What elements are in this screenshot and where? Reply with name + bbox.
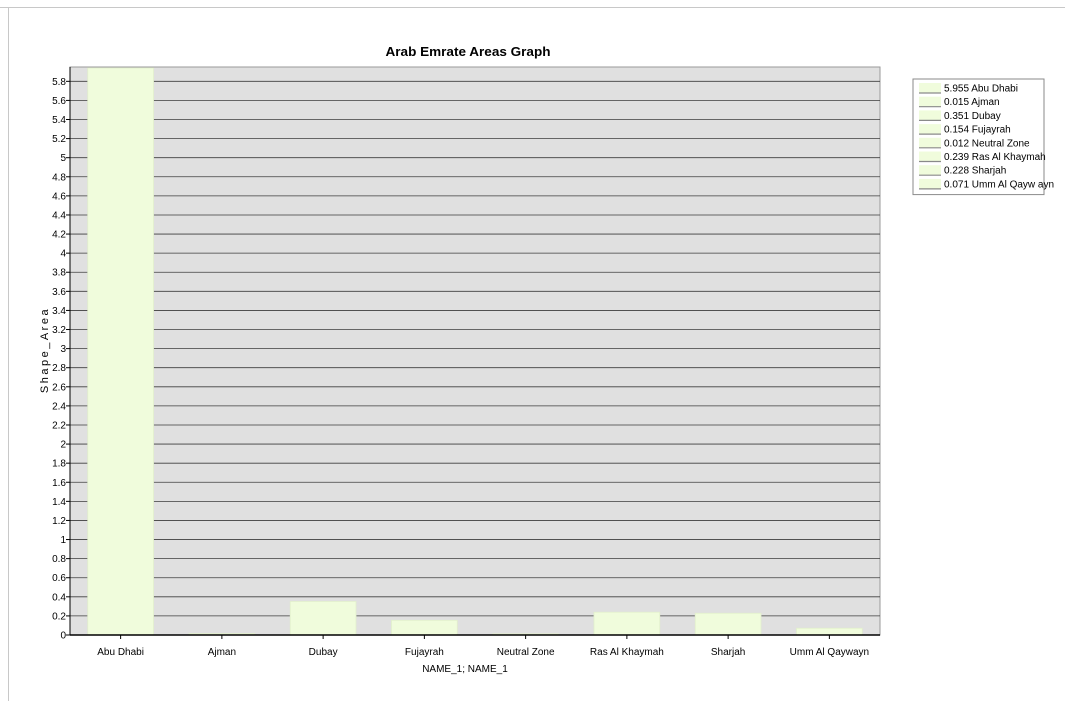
y-tick-label: 2.8 (52, 363, 66, 374)
y-axis-label: Shape_Area (39, 307, 51, 393)
y-tick-label: 0.6 (52, 573, 66, 584)
y-tick-label: 2 (60, 440, 66, 451)
y-tick-label: 4.2 (52, 230, 66, 241)
legend-entry-label: 0.228 Sharjah (944, 166, 1006, 177)
legend-swatch (919, 178, 941, 189)
y-tick-label: 5.6 (52, 96, 66, 107)
plot-area (69, 66, 881, 636)
x-axis-label: NAME_1; NAME_1 (422, 664, 508, 675)
y-tick-label: 3.8 (52, 268, 66, 279)
legend-entry-label: 0.239 Ras Al Khaymah (944, 152, 1046, 163)
x-tick-label: Ras Al Khaymah (590, 647, 664, 658)
legend-swatch (919, 137, 941, 148)
y-tick-label: 3.2 (52, 325, 66, 336)
legend-swatch (919, 96, 941, 107)
y-tick-label: 0.4 (52, 592, 66, 603)
y-tick-label: 5.4 (52, 115, 66, 126)
y-tick-label: 4.4 (52, 210, 66, 221)
bar (796, 627, 863, 636)
legend-swatch (919, 165, 941, 176)
y-tick-label: 2.2 (52, 420, 66, 431)
y-tick-label: 3 (60, 344, 66, 355)
bar (289, 601, 357, 636)
x-tick-label: Dubay (309, 647, 338, 658)
legend-entry-label: 0.154 Fujayrah (944, 125, 1011, 136)
frame-top-border (0, 7, 1065, 8)
legend: 5.955 Abu Dhabi 0.015 Ajman 0.351 Dubay 0.1… (912, 78, 1054, 196)
legend-swatch (919, 124, 941, 135)
y-tick-label: 4.8 (52, 172, 66, 183)
y-tick-label: 5.2 (52, 134, 66, 145)
legend-entry-label: 5.955 Abu Dhabi (944, 84, 1018, 95)
y-tick-label: 0.2 (52, 611, 66, 622)
legend-swatch (919, 151, 941, 162)
legend-entry-label: 0.012 Neutral Zone (944, 138, 1030, 149)
bar (593, 611, 661, 636)
y-tick-label: 3.6 (52, 287, 66, 298)
y-tick-label: 5 (60, 153, 66, 164)
bar (694, 612, 762, 636)
chart-title: Arab Emrate Areas Graph (386, 44, 551, 59)
y-tick-label: 5.8 (52, 77, 66, 88)
y-tick-label: 2.4 (52, 401, 66, 412)
frame-left-border (8, 7, 9, 701)
y-tick-label: 3.4 (52, 306, 66, 317)
y-tick-label: 0 (60, 631, 66, 642)
legend-swatch (919, 83, 941, 93)
bars (87, 67, 863, 636)
legend-entry-label: 0.351 Dubay (944, 111, 1001, 122)
y-tick-label: 1.4 (52, 497, 66, 508)
x-tick-label: Sharjah (711, 647, 745, 658)
y-axis: 0 0.2 0.4 0.6 0.8 1 1.2 1.4 1.6 1.8 2 2.2 2.4 2.6 2.8 3… (52, 67, 71, 642)
x-tick-label: Fujayrah (405, 647, 444, 658)
y-tick-label: 1.6 (52, 478, 66, 489)
legend-entry-label: 0.015 Ajman (944, 97, 1000, 108)
y-tick-label: 4 (60, 249, 66, 260)
y-tick-label: 2.6 (52, 382, 66, 393)
y-tick-label: 4.6 (52, 191, 66, 202)
x-tick-label: Ajman (208, 647, 236, 658)
y-tick-label: 1 (60, 535, 66, 546)
legend-entry-label: 0.071 Umm Al Qayw ayn (944, 179, 1054, 190)
x-tick-label: Abu Dhabi (97, 647, 144, 658)
x-tick-label: Umm Al Qaywayn (790, 647, 869, 658)
y-tick-label: 1.8 (52, 459, 66, 470)
y-tick-label: 0.8 (52, 554, 66, 565)
y-tick-label: 1.2 (52, 516, 66, 527)
grid-lines (70, 80, 880, 617)
bar (87, 67, 154, 636)
bar (391, 619, 458, 636)
legend-swatch (919, 110, 941, 121)
x-axis: Abu Dhabi Ajman Dubay Fujayrah Neutral Zone R… (70, 634, 880, 658)
x-tick-label: Neutral Zone (497, 647, 555, 658)
